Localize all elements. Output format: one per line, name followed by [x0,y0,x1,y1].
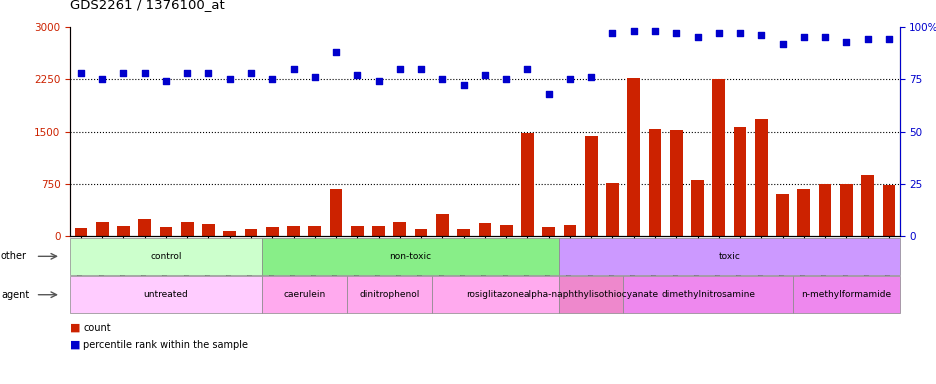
Bar [75,228,87,236]
Bar [478,223,490,236]
Text: control: control [150,252,182,261]
Bar [797,189,810,236]
Text: percentile rank within the sample: percentile rank within the sample [83,340,248,350]
Text: agent: agent [1,290,29,300]
Bar [754,119,767,236]
Bar [202,224,214,236]
Point [222,76,237,82]
Point [476,72,491,78]
Point [710,30,725,36]
Bar [775,194,788,236]
Point [605,30,620,36]
Bar [308,226,321,236]
Point [95,76,110,82]
Point [371,78,386,84]
Bar [286,227,300,236]
Bar [733,127,746,236]
Bar [563,225,576,236]
Point [137,70,152,76]
Point [265,76,280,82]
Bar [499,225,512,236]
Point [647,28,662,34]
Point [689,34,704,40]
Bar [520,133,534,236]
Point [392,66,407,72]
Text: alpha-naphthylisothiocyanate: alpha-naphthylisothiocyanate [523,290,658,299]
Point [519,66,534,72]
Text: count: count [83,323,110,333]
Point [434,76,449,82]
Bar [139,219,151,236]
Point [456,83,471,89]
Point [158,78,173,84]
Text: non-toxic: non-toxic [389,252,431,261]
Bar [351,226,363,236]
Point [817,34,832,40]
Point [541,91,556,97]
Text: dinitrophenol: dinitrophenol [358,290,419,299]
Bar [584,136,597,236]
Point [180,70,195,76]
Point [285,66,300,72]
Bar [860,175,873,236]
Bar [435,214,448,236]
Bar [266,227,278,236]
Text: rosiglitazone: rosiglitazone [466,290,524,299]
Bar [882,185,894,236]
Bar [627,78,639,236]
Text: ■: ■ [70,340,80,350]
Point [881,36,896,43]
Point [498,76,513,82]
Text: caerulein: caerulein [283,290,325,299]
Bar [606,183,618,236]
Bar [329,189,342,236]
Bar [711,79,724,236]
Bar [415,229,427,236]
Bar [223,230,236,236]
Text: ■: ■ [70,323,80,333]
Point [73,70,88,76]
Bar [95,222,109,236]
Point [774,41,789,47]
Bar [691,180,703,236]
Point [413,66,428,72]
Point [668,30,683,36]
Bar [117,226,130,236]
Text: toxic: toxic [718,252,739,261]
Bar [542,227,554,236]
Point [349,72,364,78]
Point [116,70,131,76]
Point [243,70,258,76]
Point [859,36,874,43]
Text: untreated: untreated [143,290,188,299]
Bar [457,229,470,236]
Text: GDS2261 / 1376100_at: GDS2261 / 1376100_at [70,0,225,12]
Point [562,76,577,82]
Point [796,34,811,40]
Point [625,28,640,34]
Bar [839,184,852,236]
Point [732,30,747,36]
Point [753,32,768,38]
Bar [244,229,257,236]
Text: dimethylnitrosamine: dimethylnitrosamine [661,290,754,299]
Point [200,70,215,76]
Bar [159,227,172,236]
Bar [372,226,385,236]
Point [307,74,322,80]
Bar [669,130,682,236]
Bar [181,222,194,236]
Text: other: other [1,251,27,262]
Point [329,49,344,55]
Bar [648,129,661,236]
Bar [818,184,830,236]
Bar [393,222,406,236]
Point [838,38,853,45]
Point [583,74,598,80]
Text: n-methylformamide: n-methylformamide [800,290,890,299]
